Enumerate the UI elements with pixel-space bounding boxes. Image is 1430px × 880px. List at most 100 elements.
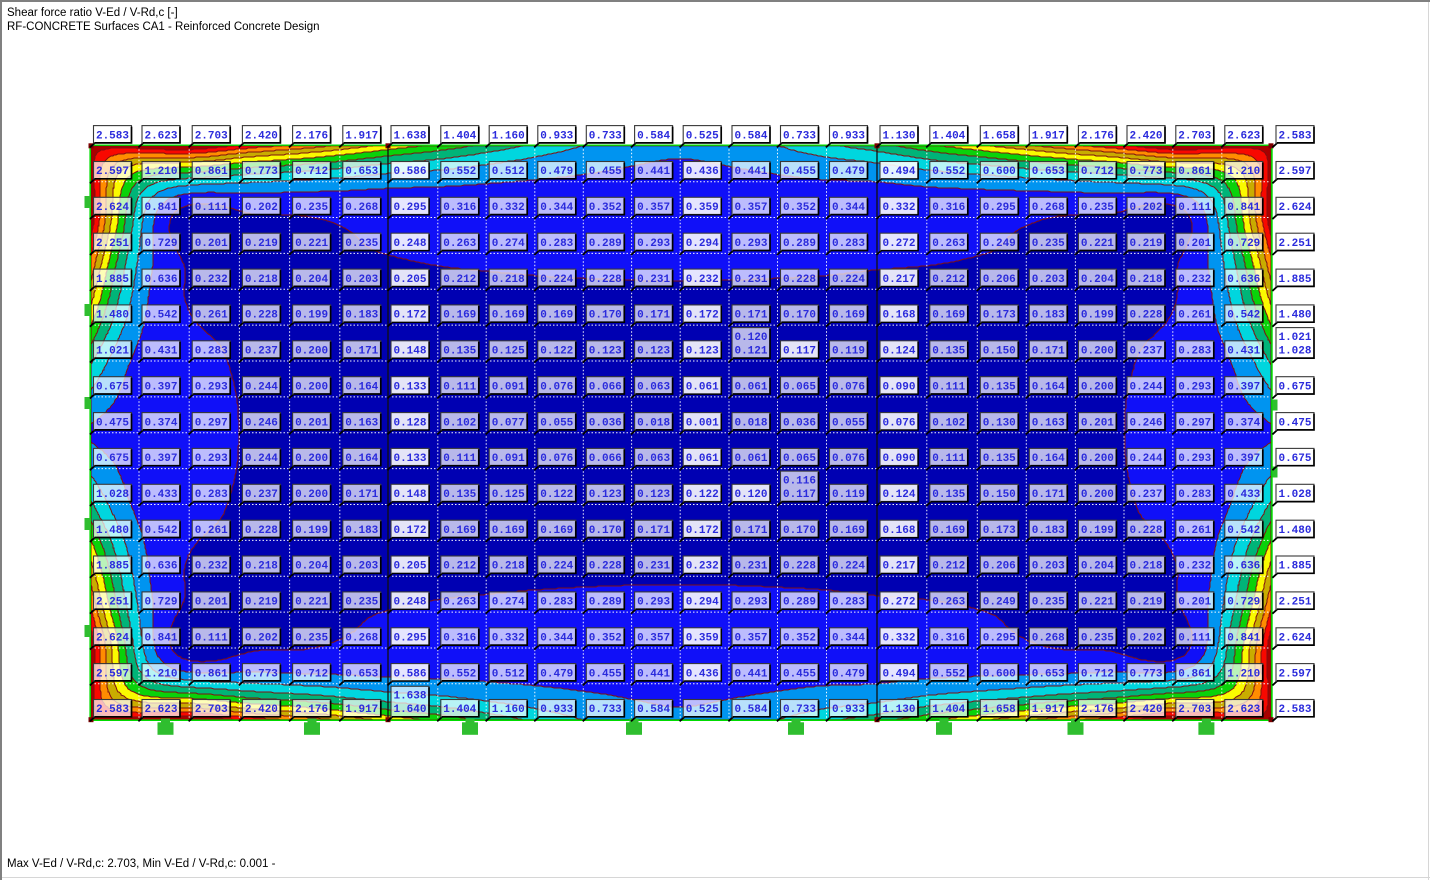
svg-text:0.235: 0.235 (1032, 238, 1065, 250)
svg-text:1.917: 1.917 (1032, 130, 1065, 142)
svg-text:0.205: 0.205 (393, 561, 426, 573)
svg-text:0.170: 0.170 (589, 310, 622, 322)
svg-text:0.111: 0.111 (1178, 633, 1211, 645)
svg-text:0.525: 0.525 (686, 130, 719, 142)
svg-text:2.176: 2.176 (295, 704, 328, 716)
svg-text:0.218: 0.218 (1129, 561, 1162, 573)
svg-text:0.512: 0.512 (492, 166, 525, 178)
svg-text:0.294: 0.294 (686, 597, 719, 609)
svg-text:0.219: 0.219 (1129, 238, 1162, 250)
svg-text:0.169: 0.169 (540, 310, 573, 322)
svg-text:0.173: 0.173 (983, 310, 1016, 322)
svg-text:1.028: 1.028 (1278, 345, 1311, 357)
svg-text:0.231: 0.231 (637, 561, 670, 573)
svg-text:0.712: 0.712 (1081, 668, 1114, 680)
svg-text:0.235: 0.235 (1081, 633, 1114, 645)
svg-text:0.733: 0.733 (783, 704, 816, 716)
svg-text:0.091: 0.091 (492, 453, 525, 465)
svg-text:0.228: 0.228 (783, 561, 816, 573)
svg-text:0.218: 0.218 (492, 561, 525, 573)
svg-text:0.316: 0.316 (443, 633, 476, 645)
svg-text:1.130: 1.130 (882, 130, 915, 142)
svg-text:0.206: 0.206 (983, 561, 1016, 573)
svg-text:0.294: 0.294 (686, 238, 719, 250)
svg-text:0.283: 0.283 (195, 346, 228, 358)
svg-text:0.111: 0.111 (195, 202, 228, 214)
svg-text:2.623: 2.623 (1227, 704, 1260, 716)
svg-text:0.289: 0.289 (783, 238, 816, 250)
svg-text:1.210: 1.210 (1227, 166, 1260, 178)
svg-text:0.232: 0.232 (1178, 274, 1211, 286)
svg-text:0.219: 0.219 (1129, 597, 1162, 609)
svg-text:0.261: 0.261 (195, 525, 228, 537)
svg-text:0.729: 0.729 (144, 597, 177, 609)
svg-text:0.494: 0.494 (882, 668, 915, 680)
svg-text:0.263: 0.263 (443, 597, 476, 609)
svg-text:0.122: 0.122 (540, 489, 573, 501)
svg-text:0.455: 0.455 (783, 166, 816, 178)
svg-text:0.352: 0.352 (783, 202, 816, 214)
svg-text:0.248: 0.248 (393, 238, 426, 250)
svg-text:1.160: 1.160 (492, 130, 525, 142)
svg-text:2.583: 2.583 (1278, 704, 1311, 716)
svg-text:0.584: 0.584 (637, 704, 670, 716)
svg-text:0.357: 0.357 (734, 202, 767, 214)
svg-text:0.261: 0.261 (1178, 525, 1211, 537)
svg-text:0.933: 0.933 (540, 130, 573, 142)
svg-text:0.201: 0.201 (1081, 417, 1114, 429)
svg-text:0.111: 0.111 (443, 381, 476, 393)
svg-text:0.199: 0.199 (295, 525, 328, 537)
svg-text:0.244: 0.244 (1129, 453, 1162, 465)
svg-text:1.210: 1.210 (1227, 668, 1260, 680)
svg-text:0.237: 0.237 (245, 489, 278, 501)
svg-text:0.352: 0.352 (783, 633, 816, 645)
svg-text:0.268: 0.268 (1032, 202, 1065, 214)
svg-text:0.133: 0.133 (393, 381, 426, 393)
svg-text:1.021: 1.021 (1278, 332, 1311, 344)
svg-text:0.397: 0.397 (144, 453, 177, 465)
svg-text:0.123: 0.123 (637, 489, 670, 501)
svg-text:0.219: 0.219 (245, 238, 278, 250)
svg-text:0.293: 0.293 (1178, 453, 1211, 465)
svg-text:0.169: 0.169 (832, 310, 865, 322)
svg-text:0.773: 0.773 (245, 668, 278, 680)
svg-text:0.344: 0.344 (540, 633, 573, 645)
svg-text:0.171: 0.171 (637, 310, 670, 322)
svg-text:0.232: 0.232 (686, 561, 719, 573)
svg-text:0.036: 0.036 (783, 417, 816, 429)
svg-text:0.542: 0.542 (144, 525, 177, 537)
svg-text:0.235: 0.235 (1081, 202, 1114, 214)
svg-text:0.293: 0.293 (195, 453, 228, 465)
svg-text:0.117: 0.117 (783, 346, 816, 358)
svg-text:0.150: 0.150 (983, 346, 1016, 358)
svg-text:0.206: 0.206 (983, 274, 1016, 286)
svg-text:2.420: 2.420 (1129, 704, 1162, 716)
svg-text:0.123: 0.123 (686, 346, 719, 358)
svg-text:0.235: 0.235 (345, 597, 378, 609)
svg-text:2.597: 2.597 (96, 166, 129, 178)
svg-text:1.021: 1.021 (96, 346, 129, 358)
svg-text:0.228: 0.228 (1129, 525, 1162, 537)
svg-text:0.125: 0.125 (492, 489, 525, 501)
svg-text:0.218: 0.218 (492, 274, 525, 286)
svg-text:0.224: 0.224 (540, 274, 573, 286)
svg-text:0.199: 0.199 (295, 310, 328, 322)
svg-text:0.441: 0.441 (637, 668, 670, 680)
svg-text:0.272: 0.272 (882, 597, 915, 609)
svg-text:0.552: 0.552 (932, 668, 965, 680)
svg-text:0.283: 0.283 (832, 238, 865, 250)
svg-text:2.583: 2.583 (96, 130, 129, 142)
svg-text:0.841: 0.841 (1227, 633, 1260, 645)
svg-text:1.885: 1.885 (1278, 274, 1311, 286)
svg-text:0.200: 0.200 (1081, 489, 1114, 501)
svg-text:0.164: 0.164 (345, 381, 378, 393)
svg-text:0.344: 0.344 (832, 633, 865, 645)
svg-text:0.091: 0.091 (492, 381, 525, 393)
svg-text:0.066: 0.066 (589, 453, 622, 465)
svg-text:0.076: 0.076 (540, 381, 573, 393)
svg-text:0.455: 0.455 (783, 668, 816, 680)
svg-text:0.773: 0.773 (1129, 166, 1162, 178)
svg-text:0.170: 0.170 (589, 525, 622, 537)
svg-text:1.885: 1.885 (96, 274, 129, 286)
svg-text:1.480: 1.480 (96, 310, 129, 322)
